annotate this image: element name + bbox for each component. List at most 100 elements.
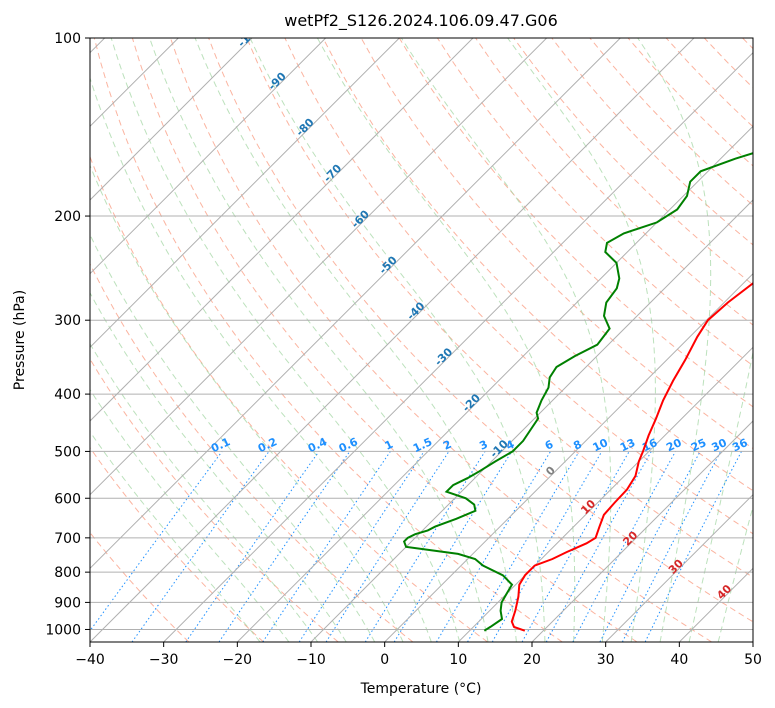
mixing-ratio-line <box>364 451 486 642</box>
mixing-ratio-label: 10 <box>591 436 611 454</box>
mixing-ratio-line <box>325 451 450 642</box>
x-tick-label: 40 <box>670 652 688 668</box>
dry-adiabat-line <box>436 38 753 367</box>
isotherm-line <box>90 38 327 275</box>
moist-adiabat-line <box>717 504 753 642</box>
y-axis: 100 200 300 400 500 600 700 800 900 1000 <box>45 31 90 638</box>
plot-frame <box>89 37 754 643</box>
mixing-ratio-label: 13 <box>618 436 637 454</box>
x-tick-label: −10 <box>296 652 326 668</box>
isotherm-line <box>752 641 753 642</box>
mixing-ratio-line <box>218 451 351 642</box>
moist-adiabat-line <box>90 342 319 642</box>
y-tick-label: 300 <box>54 313 81 329</box>
moist-adiabat-line <box>110 38 461 642</box>
moist-adiabat-line <box>90 388 290 642</box>
isotherm-lines <box>90 38 753 642</box>
dry-adiabat-line <box>513 38 753 286</box>
horizontal-gridlines <box>90 38 753 630</box>
plot-area: -100-90-80-70-60-50-40-30-20-10010203040… <box>90 21 753 642</box>
mixing-ratio-line <box>599 451 701 642</box>
y-tick-label: 800 <box>54 565 81 581</box>
moist-adiabat-line <box>90 291 347 642</box>
isotherm-line <box>678 567 753 642</box>
isotherm-label: -50 <box>377 253 400 276</box>
dry-adiabat-line <box>475 38 753 326</box>
isotherm-line <box>457 346 753 642</box>
x-axis: −40 −30 −20 −10 0 10 20 30 40 50 <box>75 642 762 668</box>
moist-adiabat-line <box>249 38 546 642</box>
isotherm-line <box>531 420 753 642</box>
y-axis-label: Pressure (hPa) <box>12 290 28 390</box>
moist-adiabat-line <box>90 76 432 642</box>
isotherm-label: -30 <box>432 345 455 368</box>
isotherm-line <box>90 38 548 496</box>
dry-adiabats <box>90 38 753 642</box>
y-tick-label: 600 <box>54 491 81 507</box>
mixing-ratio-label: 36 <box>730 436 750 454</box>
isotherm-line <box>90 38 253 201</box>
y-tick-label: 500 <box>54 444 81 460</box>
isotherm-line <box>163 51 753 642</box>
y-tick-label: 400 <box>54 387 81 403</box>
dry-adiabat-line <box>170 38 712 642</box>
mixing-ratio-line <box>298 451 425 642</box>
moist-adiabat-line <box>90 430 261 642</box>
isotherm-label: -20 <box>460 391 483 414</box>
y-tick-label: 1000 <box>45 622 81 638</box>
isotherm-label: 30 <box>666 556 686 576</box>
mixing-ratio-line <box>521 451 630 642</box>
dry-adiabat-line <box>589 38 753 206</box>
moist-adiabat-line <box>90 233 376 642</box>
x-tick-label: 10 <box>449 652 467 668</box>
dry-adiabat-line <box>665 38 753 128</box>
isotherm-label: -80 <box>293 116 316 139</box>
temperature-profile-line <box>510 282 753 632</box>
moist-adiabat-line <box>90 164 404 642</box>
isotherm-label: -100 <box>235 21 264 50</box>
y-tick-label: 900 <box>54 595 81 611</box>
isotherm-label: -90 <box>266 70 289 93</box>
moist-adiabat-line <box>637 38 712 642</box>
moist-adiabat-line <box>194 38 517 642</box>
dry-adiabat-line <box>90 531 190 642</box>
sounding-profiles <box>402 152 753 632</box>
dry-adiabat-line <box>90 262 414 642</box>
dry-adiabat-line <box>90 155 488 642</box>
moist-adiabats <box>90 38 753 642</box>
isotherm-label: 10 <box>578 497 598 517</box>
mixing-ratio-line <box>467 451 580 642</box>
mixing-ratio-label: 6 <box>543 438 556 453</box>
y-tick-label: 200 <box>54 209 81 225</box>
mixing-ratio-label: 0.6 <box>337 435 360 455</box>
x-tick-label: −40 <box>75 652 105 668</box>
dry-adiabat-line <box>90 358 339 642</box>
x-axis-label: Temperature (°C) <box>360 681 482 697</box>
isotherm-line <box>236 125 753 642</box>
isotherm-label: -70 <box>321 161 344 184</box>
mixing-ratio-line <box>572 451 676 642</box>
y-tick-label: 700 <box>54 531 81 547</box>
mixing-ratio-labels: 0.1 0.2 0.4 0.6 1 1.5 2 3 4 6 8 10 13 16 20 25 30 36 <box>209 435 750 455</box>
x-tick-label: 20 <box>523 652 541 668</box>
dry-adiabat-line <box>246 38 753 578</box>
isotherm-line <box>310 199 753 642</box>
moist-adiabat-line <box>400 38 612 642</box>
isotherm-line <box>384 272 753 642</box>
x-tick-label: −30 <box>149 652 179 668</box>
isotherm-line <box>605 493 753 642</box>
x-tick-label: −20 <box>223 652 253 668</box>
mixing-ratio-line <box>393 451 513 642</box>
x-tick-label: 50 <box>744 652 762 668</box>
dry-adiabat-line <box>131 38 638 642</box>
dry-adiabat-line <box>322 38 753 492</box>
x-tick-label: 30 <box>597 652 615 668</box>
mixing-ratio-line <box>621 451 722 642</box>
moist-adiabat-line <box>507 38 656 642</box>
dry-adiabat-line <box>90 446 264 642</box>
isotherm-line <box>90 38 474 422</box>
mixing-ratio-line <box>644 451 742 642</box>
moist-adiabat-line <box>149 38 489 642</box>
mixing-ratio-line <box>185 451 320 642</box>
